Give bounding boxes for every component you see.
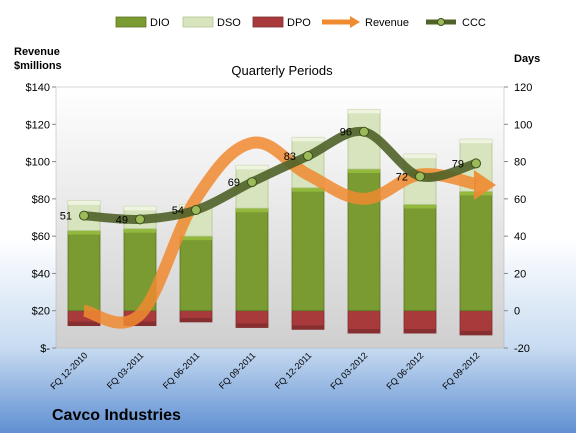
ccc-data-label: 72 (396, 171, 408, 183)
left-tick-label: $20 (32, 306, 50, 318)
legend-label: DIO (150, 17, 170, 29)
legend-swatch-revenue-arrow (350, 16, 360, 28)
ccc-marker (471, 158, 481, 169)
revenue-series (82, 136, 496, 329)
dio-bar-bevel (292, 187, 324, 192)
dso-bar-bevel (460, 139, 492, 144)
legend-label: Revenue (365, 17, 409, 29)
legend-swatch-dpo (252, 16, 284, 28)
right-tick-label: -20 (514, 343, 530, 355)
left-axis-title-line1: Revenue (14, 46, 60, 58)
ccc-data-label: 83 (284, 151, 296, 163)
dio-bar (67, 230, 101, 312)
left-tick-label: $120 (26, 119, 50, 131)
left-tick-label: $80 (32, 194, 50, 206)
company-name: Cavco Industries (52, 407, 181, 424)
dio-bar (179, 235, 213, 312)
right-tick-label: 40 (514, 231, 526, 243)
dio-bar-bevel (124, 228, 156, 233)
ccc-marker (359, 126, 369, 137)
dio-bar-bevel (68, 230, 100, 235)
dio-bar (347, 168, 381, 312)
ccc-data-label: 79 (452, 158, 464, 170)
legend-label: CCC (462, 17, 486, 29)
left-tick-label: $60 (32, 231, 50, 243)
left-axis-ticks: $- $20 $40 $60 $80 $100 $120 $140 (26, 82, 56, 355)
right-tick-label: 120 (514, 82, 532, 94)
dio-bar-bevel (180, 236, 212, 241)
right-tick-label: 100 (514, 119, 532, 131)
ccc-data-label: 69 (228, 177, 240, 189)
ccc-marker (303, 150, 313, 161)
ccc-data-label: 54 (172, 205, 184, 217)
ccc-series: 51 49 54 69 83 96 72 79 (60, 126, 481, 226)
dpo-bar-bevel (236, 323, 268, 328)
legend-label: DPO (287, 17, 311, 29)
ccc-marker (79, 210, 89, 221)
dpo-bar-bevel (68, 321, 100, 326)
dio-bar (403, 204, 437, 312)
dso-bar-bevel (292, 137, 324, 142)
ccc-data-label: 51 (60, 211, 72, 223)
dio-bar-bevel (348, 169, 380, 174)
ccc-marker (415, 171, 425, 182)
dio-bar-bevel (404, 204, 436, 209)
left-tick-label: $40 (32, 268, 50, 280)
left-axis-title-line2: $millions (14, 60, 62, 72)
legend-swatch-dio (115, 16, 147, 28)
right-tick-label: 20 (514, 268, 526, 280)
left-tick-label: $- (40, 343, 50, 355)
dpo-bar-bevel (292, 325, 324, 330)
ccc-data-label: 96 (340, 127, 352, 139)
dio-bar (291, 187, 325, 312)
dso-bar-bevel (236, 165, 268, 170)
right-axis-ticks: -20 0 20 40 60 80 100 120 (504, 82, 532, 355)
dso-bar-bevel (348, 109, 380, 114)
ccc-marker (135, 214, 145, 225)
dpo-bar-bevel (180, 317, 212, 322)
right-tick-label: 0 (514, 306, 520, 318)
dio-bar (235, 207, 269, 312)
dso-bar-bevel (68, 200, 100, 205)
ccc-marker (247, 177, 257, 188)
ccc-line (83, 126, 478, 224)
legend-swatch-dso (182, 16, 214, 28)
left-tick-label: $100 (26, 157, 50, 169)
left-tick-label: $140 (26, 82, 50, 94)
dpo-bar-bevel (124, 321, 156, 326)
legend-swatch-ccc-marker (437, 18, 445, 26)
revenue-arrowhead (474, 169, 496, 200)
right-tick-label: 60 (514, 194, 526, 206)
ccc-data-label: 49 (116, 214, 128, 226)
legend: DIO DSO DPO Revenue CCC (115, 16, 486, 29)
right-axis-title: Days (514, 53, 540, 65)
dio-bar (459, 190, 493, 312)
dso-bar-bevel (124, 206, 156, 211)
dso-bar-bevel (404, 154, 436, 159)
dpo-bar-bevel (404, 329, 436, 334)
legend-label: DSO (217, 17, 241, 29)
dpo-bar-bevel (348, 329, 380, 334)
dio-bar-bevel (236, 208, 268, 213)
right-tick-label: 80 (514, 157, 526, 169)
revenue-line (82, 136, 478, 329)
chart-subtitle: Quarterly Periods (231, 63, 333, 78)
ccc-marker (191, 205, 201, 216)
dpo-bar-bevel (460, 330, 492, 335)
